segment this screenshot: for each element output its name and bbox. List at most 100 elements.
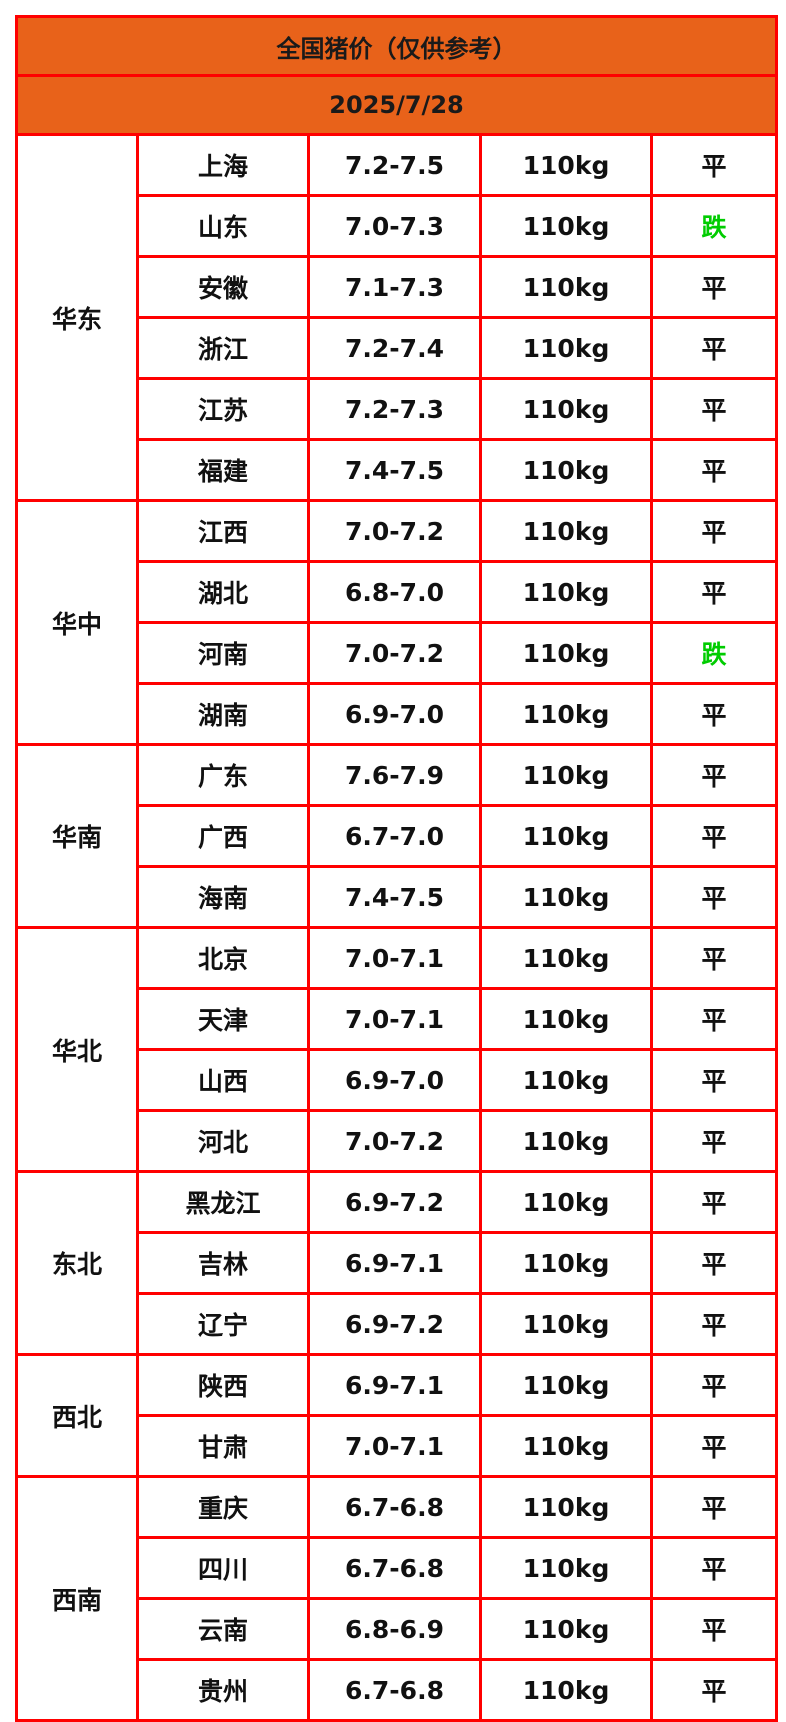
table-row: 华南 广东 7.6-7.9 110kg 平 bbox=[15, 743, 779, 929]
trend-cell: 平 bbox=[649, 438, 779, 502]
city-cell: 黑龙江 bbox=[136, 1170, 310, 1234]
table-row: 浙江 7.2-7.4 110kg 平 bbox=[17, 316, 779, 380]
city-cell: 河北 bbox=[136, 1109, 310, 1173]
city-cell: 云南 bbox=[136, 1597, 310, 1661]
trend-cell: 平 bbox=[649, 1475, 779, 1539]
table-row: 广西 6.7-7.0 110kg 平 bbox=[17, 804, 779, 868]
price-cell: 6.8-7.0 bbox=[307, 560, 482, 624]
price-cell: 6.7-6.8 bbox=[307, 1475, 482, 1539]
price-cell: 6.9-7.0 bbox=[307, 682, 482, 746]
city-cell: 湖南 bbox=[136, 682, 310, 746]
table-row: 云南 6.8-6.9 110kg 平 bbox=[17, 1597, 779, 1661]
weight-cell: 110kg bbox=[479, 1536, 653, 1600]
region-cell: 华南 bbox=[15, 743, 139, 929]
weight-cell: 110kg bbox=[479, 743, 653, 807]
weight-cell: 110kg bbox=[479, 1475, 653, 1539]
trend-cell: 平 bbox=[649, 1414, 779, 1478]
trend-cell: 平 bbox=[649, 987, 779, 1051]
trend-cell: 平 bbox=[649, 1536, 779, 1600]
weight-cell: 110kg bbox=[479, 621, 653, 685]
city-cell: 北京 bbox=[136, 926, 310, 990]
city-cell: 河南 bbox=[136, 621, 310, 685]
trend-cell: 平 bbox=[649, 1109, 779, 1173]
price-cell: 6.7-6.8 bbox=[307, 1536, 482, 1600]
table-row: 吉林 6.9-7.1 110kg 平 bbox=[17, 1231, 779, 1295]
trend-cell: 平 bbox=[649, 133, 779, 197]
weight-cell: 110kg bbox=[479, 499, 653, 563]
table-row: 四川 6.7-6.8 110kg 平 bbox=[17, 1536, 779, 1600]
table-row: 华中 江西 7.0-7.2 110kg 平 bbox=[15, 499, 779, 746]
table-row: 山东 7.0-7.3 110kg 跌 bbox=[17, 194, 779, 258]
city-cell: 广东 bbox=[136, 743, 310, 807]
price-cell: 7.4-7.5 bbox=[307, 865, 482, 929]
city-cell: 甘肃 bbox=[136, 1414, 310, 1478]
trend-cell: 平 bbox=[649, 1170, 779, 1234]
city-cell: 江西 bbox=[136, 499, 310, 563]
price-cell: 7.0-7.1 bbox=[307, 1414, 482, 1478]
trend-cell: 平 bbox=[649, 377, 779, 441]
trend-cell: 跌 bbox=[649, 194, 779, 258]
price-cell: 7.6-7.9 bbox=[307, 743, 482, 807]
table-row: 江苏 7.2-7.3 110kg 平 bbox=[17, 377, 779, 441]
region-cell: 西南 bbox=[15, 1475, 139, 1722]
city-cell: 天津 bbox=[136, 987, 310, 1051]
table-row: 天津 7.0-7.1 110kg 平 bbox=[17, 987, 779, 1051]
table-row: 福建 7.4-7.5 110kg 平 bbox=[17, 438, 779, 502]
city-cell: 四川 bbox=[136, 1536, 310, 1600]
weight-cell: 110kg bbox=[479, 926, 653, 990]
city-cell: 山东 bbox=[136, 194, 310, 258]
trend-cell: 平 bbox=[649, 1048, 779, 1112]
price-cell: 7.0-7.2 bbox=[307, 499, 482, 563]
trend-cell: 平 bbox=[649, 1658, 779, 1722]
city-cell: 贵州 bbox=[136, 1658, 310, 1722]
table-row: 海南 7.4-7.5 110kg 平 bbox=[17, 865, 779, 929]
weight-cell: 110kg bbox=[479, 1292, 653, 1356]
weight-cell: 110kg bbox=[479, 377, 653, 441]
price-cell: 7.2-7.5 bbox=[307, 133, 482, 197]
region-cell: 华北 bbox=[15, 926, 139, 1173]
weight-cell: 110kg bbox=[479, 804, 653, 868]
table-row: 河北 7.0-7.2 110kg 平 bbox=[17, 1109, 779, 1173]
trend-cell: 平 bbox=[649, 682, 779, 746]
weight-cell: 110kg bbox=[479, 1170, 653, 1234]
city-cell: 广西 bbox=[136, 804, 310, 868]
weight-cell: 110kg bbox=[479, 438, 653, 502]
price-cell: 7.1-7.3 bbox=[307, 255, 482, 319]
pig-price-table: 全国猪价（仅供参考） 2025/7/28 华东 上海 7.2-7.5 110kg 平山东… bbox=[14, 15, 779, 1722]
trend-cell: 平 bbox=[649, 316, 779, 380]
table-row: 东北 黑龙江 6.9-7.2 110kg 平 bbox=[15, 1170, 779, 1356]
table-title: 全国猪价（仅供参考） bbox=[14, 15, 779, 77]
weight-cell: 110kg bbox=[479, 682, 653, 746]
table-row: 山西 6.9-7.0 110kg 平 bbox=[17, 1048, 779, 1112]
weight-cell: 110kg bbox=[479, 560, 653, 624]
city-cell: 安徽 bbox=[136, 255, 310, 319]
price-cell: 7.2-7.4 bbox=[307, 316, 482, 380]
price-cell: 6.9-7.1 bbox=[307, 1353, 482, 1417]
region-cell: 西北 bbox=[15, 1353, 139, 1478]
city-cell: 福建 bbox=[136, 438, 310, 502]
trend-cell: 平 bbox=[649, 1597, 779, 1661]
price-cell: 6.9-7.2 bbox=[307, 1170, 482, 1234]
trend-cell: 平 bbox=[649, 743, 779, 807]
weight-cell: 110kg bbox=[479, 1353, 653, 1417]
region-cell: 华东 bbox=[15, 133, 139, 502]
price-cell: 6.9-7.0 bbox=[307, 1048, 482, 1112]
weight-cell: 110kg bbox=[479, 133, 653, 197]
weight-cell: 110kg bbox=[479, 1658, 653, 1722]
table-row: 西南 重庆 6.7-6.8 110kg 平 bbox=[15, 1475, 779, 1722]
city-cell: 吉林 bbox=[136, 1231, 310, 1295]
weight-cell: 110kg bbox=[479, 987, 653, 1051]
price-cell: 7.2-7.3 bbox=[307, 377, 482, 441]
price-cell: 6.9-7.2 bbox=[307, 1292, 482, 1356]
table-row: 甘肃 7.0-7.1 110kg 平 bbox=[17, 1414, 779, 1478]
trend-cell: 跌 bbox=[649, 621, 779, 685]
city-cell: 重庆 bbox=[136, 1475, 310, 1539]
table-row: 华东 上海 7.2-7.5 110kg 平 bbox=[15, 133, 779, 502]
table-row: 河南 7.0-7.2 110kg 跌 bbox=[17, 621, 779, 685]
trend-cell: 平 bbox=[649, 804, 779, 868]
weight-cell: 110kg bbox=[479, 1414, 653, 1478]
price-cell: 6.9-7.1 bbox=[307, 1231, 482, 1295]
city-cell: 海南 bbox=[136, 865, 310, 929]
trend-cell: 平 bbox=[649, 926, 779, 990]
city-cell: 浙江 bbox=[136, 316, 310, 380]
